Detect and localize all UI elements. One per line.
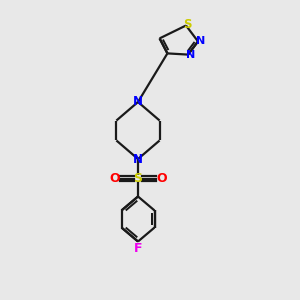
Text: S: S xyxy=(134,172,142,185)
Text: N: N xyxy=(133,153,143,166)
Text: N: N xyxy=(133,95,143,108)
Text: O: O xyxy=(109,172,120,185)
Text: S: S xyxy=(183,18,191,31)
Text: N: N xyxy=(196,36,206,46)
Text: F: F xyxy=(134,242,142,255)
Text: N: N xyxy=(187,50,196,60)
Text: O: O xyxy=(156,172,167,185)
